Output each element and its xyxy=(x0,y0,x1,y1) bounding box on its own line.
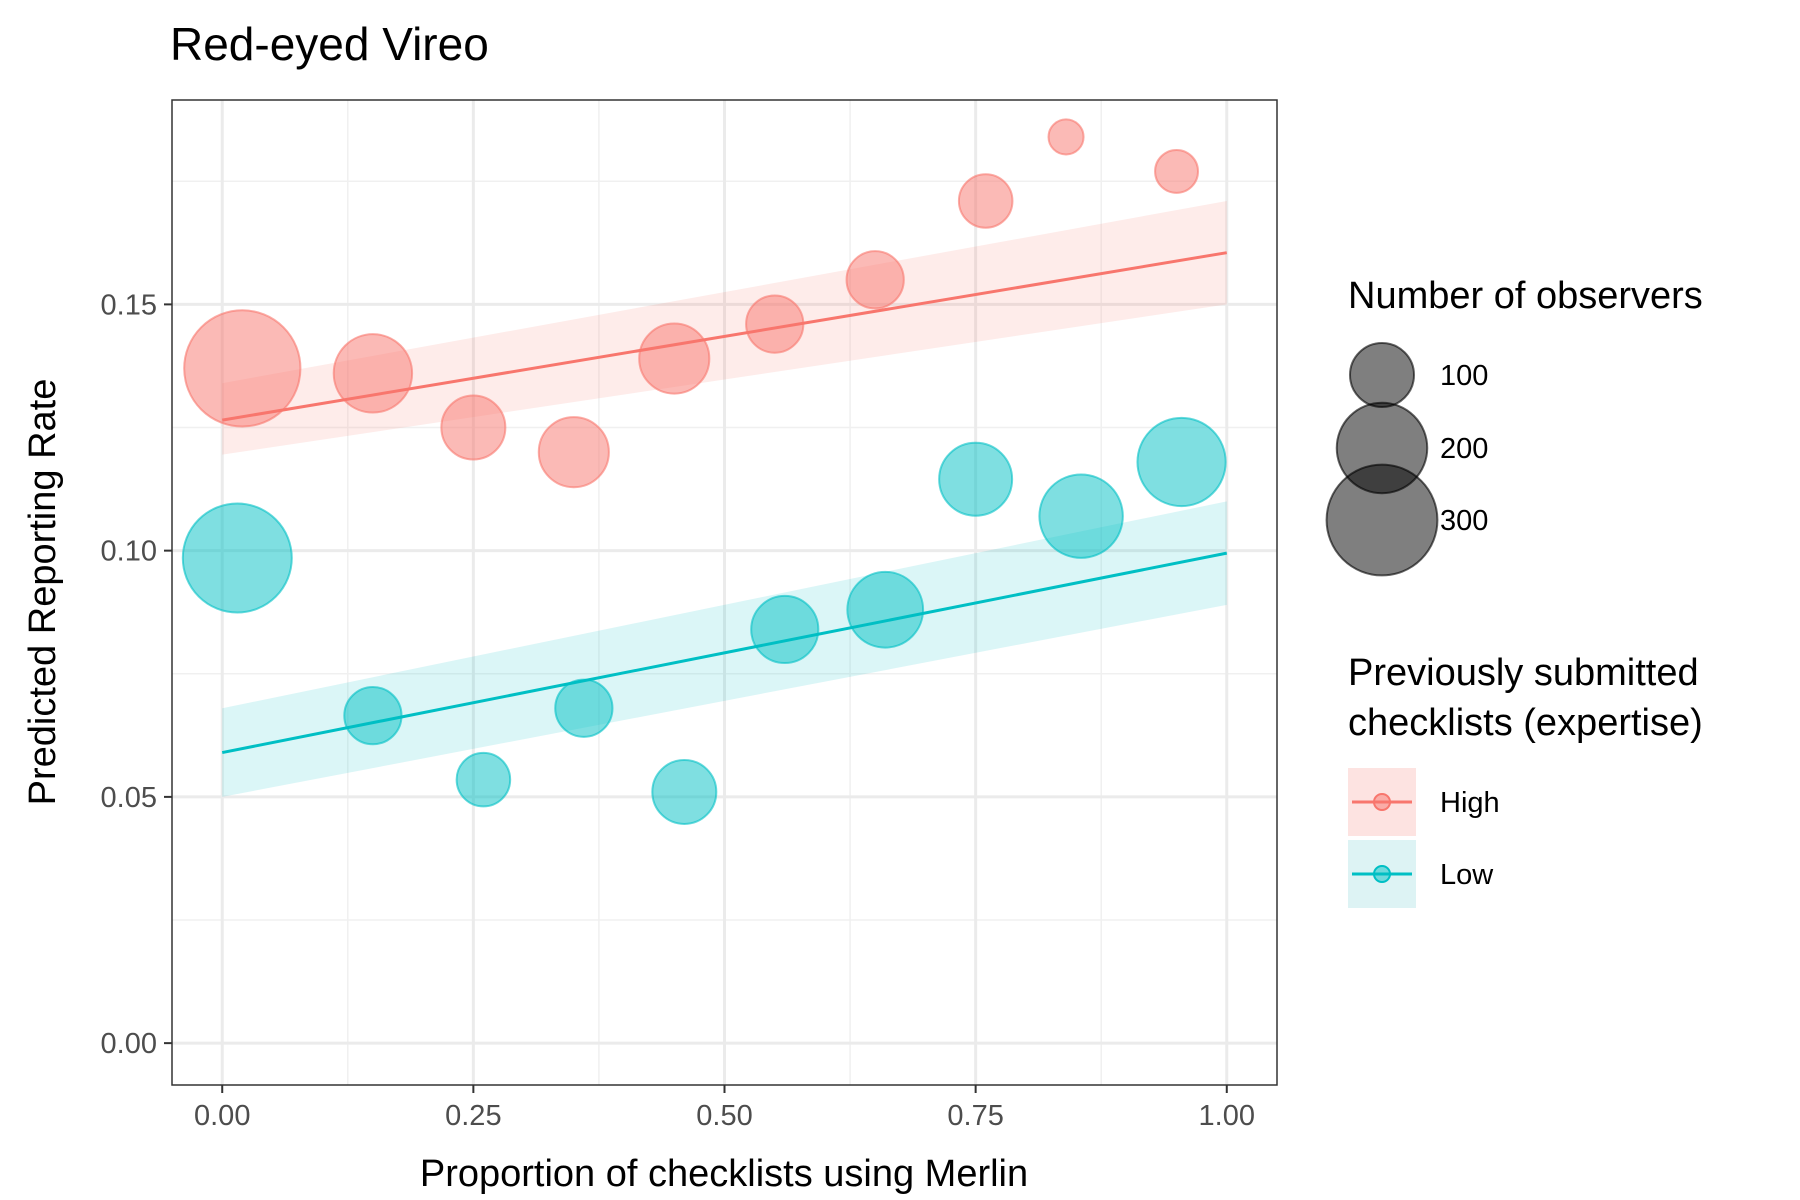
x-axis-title: Proportion of checklists using Merlin xyxy=(420,1153,1028,1195)
data-point-low xyxy=(938,441,1014,517)
data-point-low xyxy=(554,678,614,738)
x-tick-label: 0.50 xyxy=(696,1100,752,1132)
data-points xyxy=(181,118,1227,825)
size-legend-label-200: 200 xyxy=(1440,433,1488,465)
data-point-low xyxy=(181,502,293,614)
data-point-high xyxy=(537,416,610,489)
size-legend-key-300 xyxy=(1325,463,1439,577)
color-legend-label-high: High xyxy=(1440,787,1500,819)
chart-title: Red-eyed Vireo xyxy=(170,18,489,70)
size-legend-label-300: 300 xyxy=(1440,505,1488,537)
x-axis: 0.00 0.25 0.50 0.75 1.00 xyxy=(194,1085,1255,1132)
x-tick-label: 1.00 xyxy=(1199,1100,1255,1132)
color-legend-key-point-low xyxy=(1373,865,1391,883)
data-point-high xyxy=(183,309,302,428)
color-legend-title-line-2: checklists (expertise) xyxy=(1348,702,1703,744)
data-point-low xyxy=(1038,473,1124,559)
color-legend-label-low: Low xyxy=(1440,859,1494,891)
data-point-low xyxy=(1136,416,1227,508)
color-legend-title-line-1: Previously submitted xyxy=(1348,652,1699,694)
confidence-band-high xyxy=(222,200,1227,455)
data-point-high xyxy=(957,173,1014,229)
data-point-high xyxy=(1047,118,1085,156)
data-point-low xyxy=(750,594,820,664)
size-legend-key-100 xyxy=(1349,342,1415,408)
y-tick-label: 0.05 xyxy=(101,782,157,814)
color-legend-key-point-high xyxy=(1373,793,1391,811)
data-point-low xyxy=(343,686,403,746)
confidence-band-low xyxy=(222,501,1227,797)
size-legend-label-100: 100 xyxy=(1440,360,1488,392)
y-tick-label: 0.10 xyxy=(101,536,157,568)
data-point-high xyxy=(845,250,905,310)
y-axis-title: Predicted Reporting Rate xyxy=(22,379,64,806)
confidence-bands xyxy=(222,200,1227,797)
size-legend: Number of observers 100 200 300 xyxy=(1325,275,1703,577)
y-axis: 0.00 0.05 0.10 0.15 xyxy=(101,289,172,1060)
x-tick-label: 0.25 xyxy=(445,1100,501,1132)
x-tick-label: 0.00 xyxy=(194,1100,250,1132)
data-point-high xyxy=(332,333,414,414)
y-tick-label: 0.15 xyxy=(101,289,157,321)
color-legend: Previously submitted checklists (experti… xyxy=(1348,652,1703,908)
x-tick-label: 0.75 xyxy=(947,1100,1003,1132)
y-tick-label: 0.00 xyxy=(101,1028,157,1060)
data-point-low xyxy=(651,758,718,825)
data-point-low xyxy=(455,751,512,808)
data-point-high xyxy=(440,394,507,461)
data-point-high xyxy=(745,294,805,354)
data-point-high xyxy=(638,322,711,395)
data-point-high xyxy=(1154,148,1200,194)
data-point-low xyxy=(846,570,925,649)
size-legend-title: Number of observers xyxy=(1348,275,1703,317)
major-gridlines xyxy=(172,100,1277,1085)
